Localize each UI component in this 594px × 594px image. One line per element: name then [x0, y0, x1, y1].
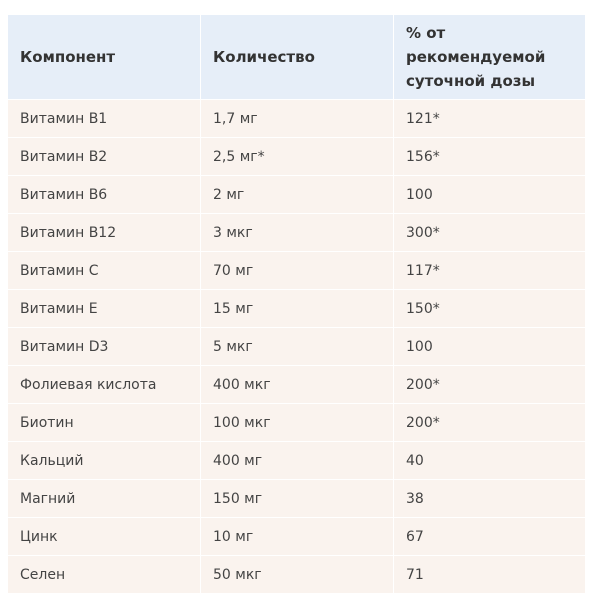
cell-amount: 2 мг — [200, 175, 394, 214]
cell-amount: 2,5 мг* — [200, 137, 394, 176]
cell-amount: 5 мкг — [200, 327, 394, 366]
cell-component: Селен — [7, 555, 201, 594]
nutrient-table: Компонент Количество % от рекомендуемой … — [7, 14, 586, 594]
cell-component: Цинк — [7, 517, 201, 556]
cell-amount: 1,7 мг — [200, 99, 394, 138]
cell-amount: 400 мкг — [200, 365, 394, 404]
cell-daily-percent: 38 — [393, 479, 586, 518]
cell-amount: 100 мкг — [200, 403, 394, 442]
table-row: Витамин В1 1,7 мг 121* — [7, 99, 586, 138]
cell-component: Магний — [7, 479, 201, 518]
table-row: Витамин С 70 мг 117* — [7, 251, 586, 290]
table-row: Витамин D3 5 мкг 100 — [7, 327, 586, 366]
cell-amount: 3 мкг — [200, 213, 394, 252]
cell-daily-percent: 150* — [393, 289, 586, 328]
cell-daily-percent: 300* — [393, 213, 586, 252]
table-row: Цинк 10 мг 67 — [7, 517, 586, 556]
cell-component: Витамин В12 — [7, 213, 201, 252]
table-row: Витамин Е 15 мг 150* — [7, 289, 586, 328]
header-daily-percent: % от рекомендуемой суточной дозы — [393, 14, 586, 100]
cell-component: Витамин В2 — [7, 137, 201, 176]
cell-daily-percent: 121* — [393, 99, 586, 138]
cell-daily-percent: 67 — [393, 517, 586, 556]
cell-component: Витамин D3 — [7, 327, 201, 366]
cell-daily-percent: 40 — [393, 441, 586, 480]
table-header: Компонент Количество % от рекомендуемой … — [7, 14, 586, 100]
cell-daily-percent: 200* — [393, 403, 586, 442]
cell-component: Витамин В1 — [7, 99, 201, 138]
header-component: Компонент — [7, 14, 201, 100]
table-row: Магний 150 мг 38 — [7, 479, 586, 518]
table-row: Витамин В12 3 мкг 300* — [7, 213, 586, 252]
cell-daily-percent: 117* — [393, 251, 586, 290]
table-row: Биотин 100 мкг 200* — [7, 403, 586, 442]
cell-daily-percent: 156* — [393, 137, 586, 176]
cell-daily-percent: 100 — [393, 175, 586, 214]
cell-component: Витамин Е — [7, 289, 201, 328]
table-row: Селен 50 мкг 71 — [7, 555, 586, 594]
table-row: Кальций 400 мг 40 — [7, 441, 586, 480]
cell-amount: 50 мкг — [200, 555, 394, 594]
cell-daily-percent: 200* — [393, 365, 586, 404]
cell-component: Витамин В6 — [7, 175, 201, 214]
header-row: Компонент Количество % от рекомендуемой … — [7, 14, 586, 100]
cell-amount: 10 мг — [200, 517, 394, 556]
nutrient-table-container: Компонент Количество % от рекомендуемой … — [7, 14, 586, 594]
cell-daily-percent: 100 — [393, 327, 586, 366]
cell-amount: 70 мг — [200, 251, 394, 290]
table-body: Витамин В1 1,7 мг 121* Витамин В2 2,5 мг* 156… — [7, 99, 586, 594]
cell-amount: 400 мг — [200, 441, 394, 480]
cell-amount: 150 мг — [200, 479, 394, 518]
cell-component: Биотин — [7, 403, 201, 442]
cell-daily-percent: 71 — [393, 555, 586, 594]
cell-component: Кальций — [7, 441, 201, 480]
table-row: Витамин В2 2,5 мг* 156* — [7, 137, 586, 176]
table-row: Фолиевая кислота 400 мкг 200* — [7, 365, 586, 404]
header-amount: Количество — [200, 14, 394, 100]
cell-component: Витамин С — [7, 251, 201, 290]
cell-amount: 15 мг — [200, 289, 394, 328]
cell-component: Фолиевая кислота — [7, 365, 201, 404]
table-row: Витамин В6 2 мг 100 — [7, 175, 586, 214]
